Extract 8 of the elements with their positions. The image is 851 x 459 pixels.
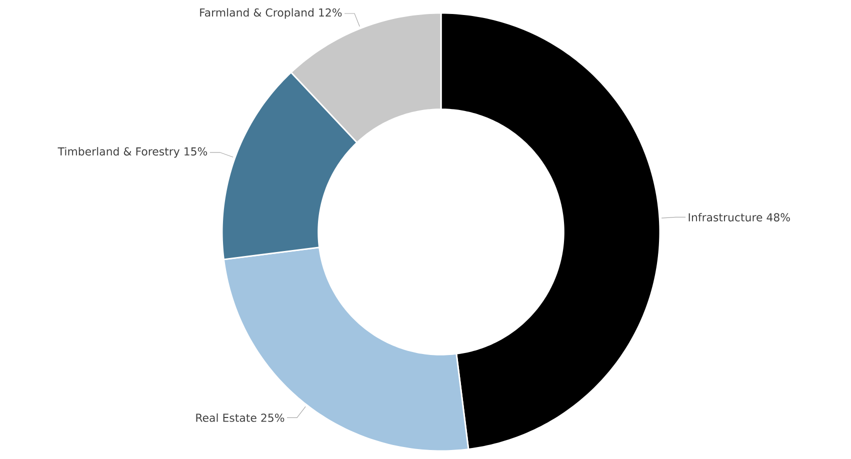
data-label: 25% — [261, 414, 284, 422]
data-label: 15% — [184, 147, 208, 156]
data-label: 12% — [319, 8, 342, 17]
slice-label: Farmland & Cropland — [200, 8, 314, 19]
slice-label: Timberland & Forestry — [58, 147, 180, 158]
data-label: 48% — [766, 213, 790, 222]
slice-label: Infrastructure — [688, 212, 762, 222]
slice-label: Real Estate — [196, 413, 256, 422]
